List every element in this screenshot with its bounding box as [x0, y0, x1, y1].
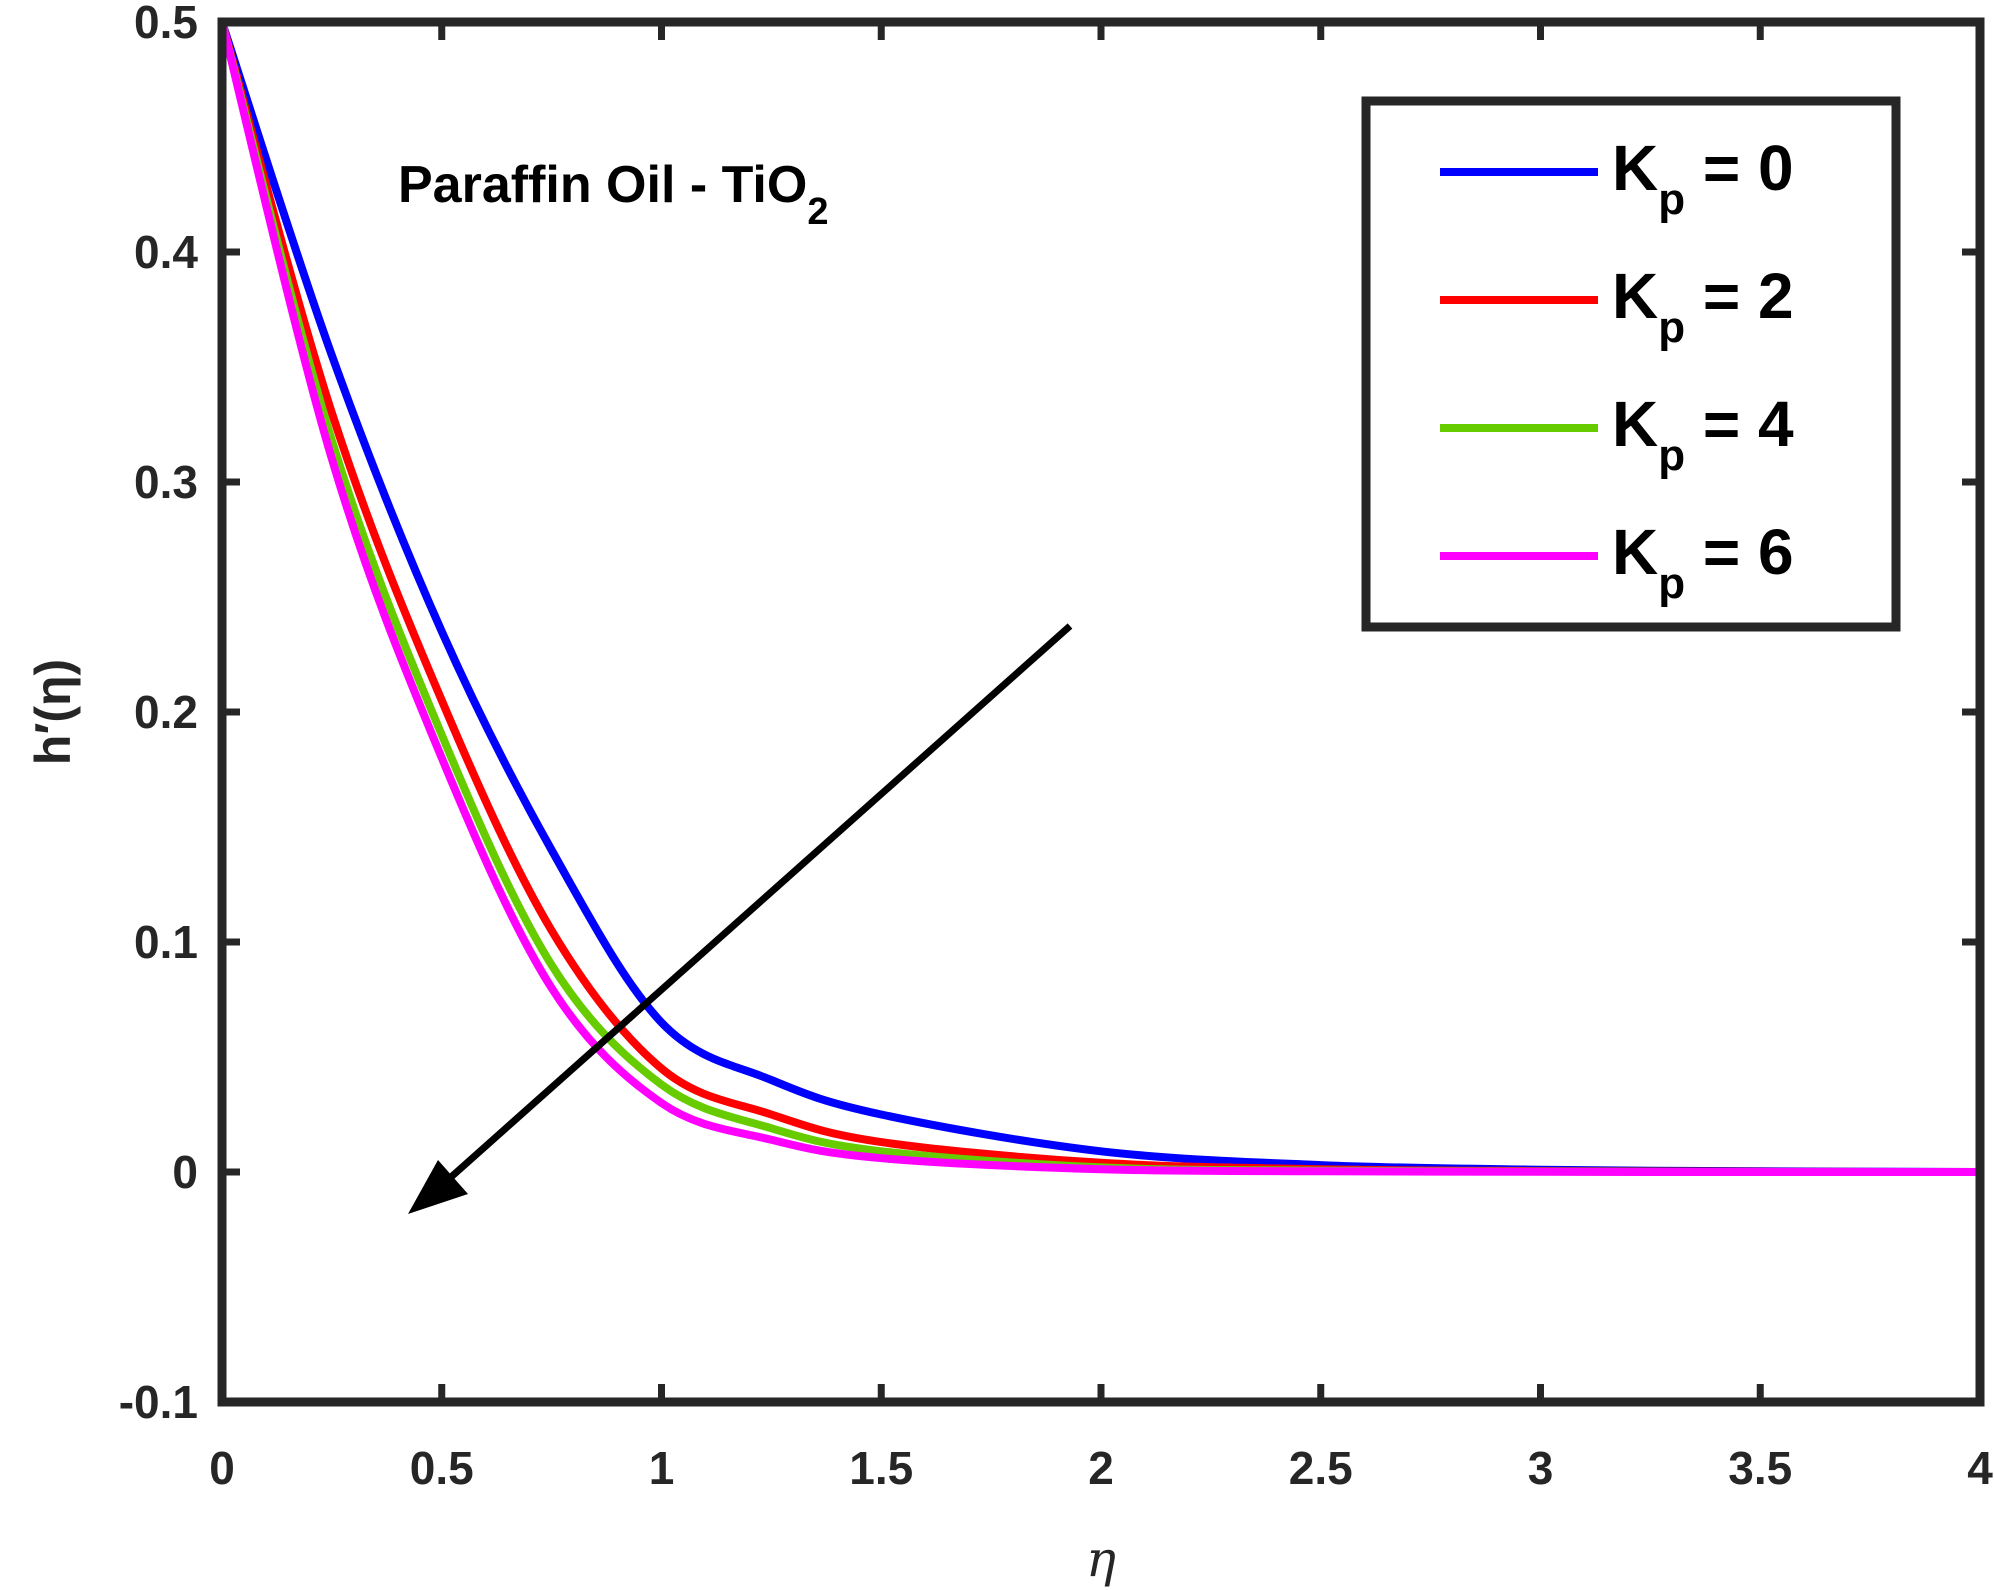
series-lines: [218, 20, 1981, 1177]
x-axis-label: η: [1086, 1530, 1116, 1588]
legend-label-0: Kp = 0: [1612, 132, 1794, 224]
legend-prefix: K: [1612, 260, 1658, 332]
legend-value: = 6: [1685, 516, 1794, 588]
legend-prefix: K: [1612, 516, 1658, 588]
annotation-text: Paraffin Oil - TiO: [398, 156, 807, 214]
legend-subscript: p: [1658, 303, 1685, 352]
legend-subscript: p: [1658, 431, 1685, 480]
y-tick-label: 0.3: [134, 456, 198, 508]
y-tick-label: 0.2: [134, 686, 198, 738]
x-tick-label: 1.5: [849, 1442, 913, 1494]
y-axis-label: h′(η): [25, 659, 81, 765]
legend-value: = 2: [1685, 260, 1794, 332]
legend: Kp = 0Kp = 2Kp = 4Kp = 6: [1361, 96, 1901, 632]
y-tick-label: 0.1: [134, 916, 198, 968]
legend-label-3: Kp = 6: [1612, 516, 1794, 608]
x-tick-label: 2.5: [1289, 1442, 1353, 1494]
series-line-3: [218, 21, 1980, 1177]
legend-value: = 0: [1685, 132, 1794, 204]
x-tick-label: 3: [1528, 1442, 1554, 1494]
legend-value: = 4: [1685, 388, 1794, 460]
x-tick-label: 3.5: [1728, 1442, 1792, 1494]
y-tick-label: 0.4: [134, 226, 198, 278]
legend-prefix: K: [1612, 388, 1658, 460]
y-tick-label: 0: [172, 1146, 198, 1198]
legend-box: [1361, 96, 1901, 632]
x-tick-label: 0.5: [410, 1442, 474, 1494]
x-tick-label: 1: [649, 1442, 675, 1494]
y-tick-label: 0.5: [134, 0, 198, 48]
legend-label-1: Kp = 2: [1612, 260, 1794, 352]
plot-frame: [217, 17, 1985, 1407]
x-tick-label: 0: [209, 1442, 235, 1494]
legend-prefix: K: [1612, 132, 1658, 204]
x-tick-label: 4: [1967, 1442, 1993, 1494]
y-tick-label: -0.1: [119, 1376, 198, 1428]
x-tick-labels: 0 0.5 1 1.5 2 2.5 3 3.5 4: [209, 1442, 1993, 1494]
x-tick-label: 2: [1088, 1442, 1114, 1494]
annotation-subscript: 2: [807, 191, 828, 233]
legend-subscript: p: [1658, 559, 1685, 608]
legend-subscript: p: [1658, 175, 1685, 224]
y-tick-labels: -0.1 0 0.1 0.2 0.3 0.4 0.5: [119, 0, 199, 1428]
legend-label-2: Kp = 4: [1612, 388, 1794, 480]
trend-arrow-head: [408, 1160, 468, 1214]
trend-arrow: [408, 623, 1073, 1214]
annotation-label: Paraffin Oil - TiO2: [398, 156, 828, 233]
trend-arrow-line: [429, 623, 1073, 1197]
